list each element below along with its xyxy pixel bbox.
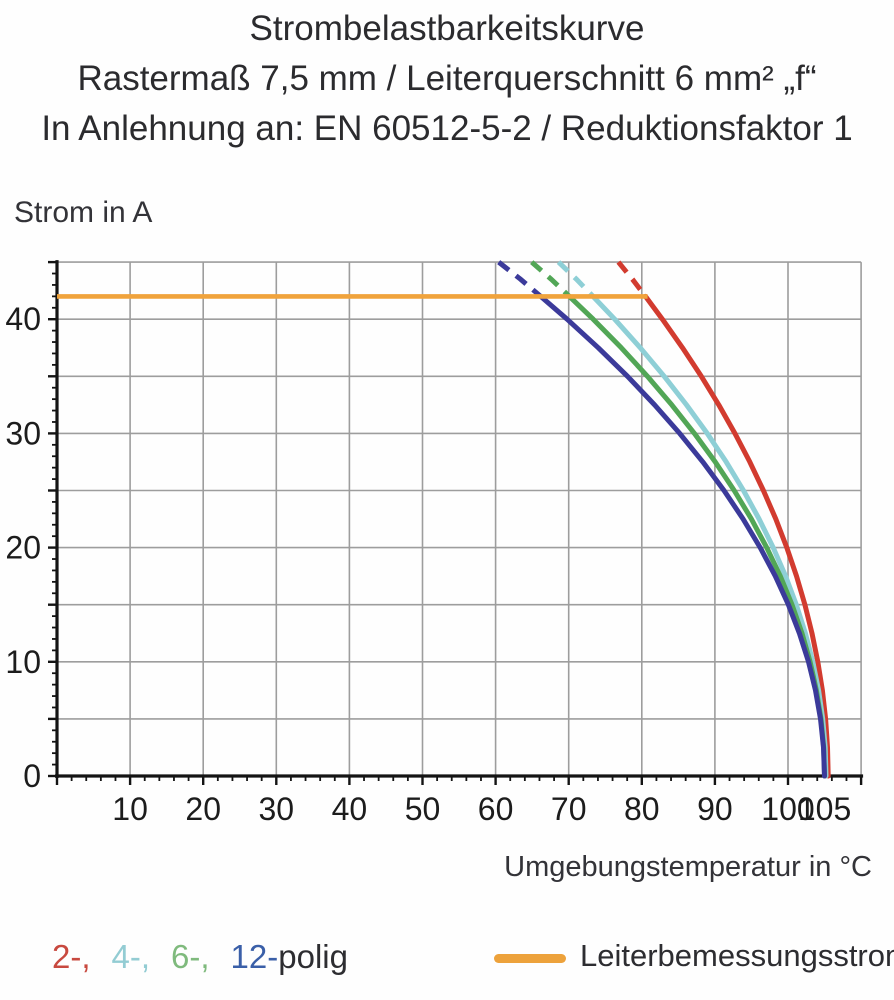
x-tick-label: 20 — [185, 791, 221, 827]
curve-4-polig — [590, 293, 829, 779]
y-axis-title: Strom in A — [14, 196, 153, 229]
y-tick-label: 0 — [23, 758, 41, 794]
x-tick-label: 105 — [798, 791, 851, 827]
legend-item-12-polig: 12- — [230, 938, 279, 975]
y-tick-label: 10 — [5, 644, 41, 680]
legend-item-6-polig: 6-, — [171, 938, 210, 975]
legend-item-4-polig: 4-, — [111, 938, 151, 975]
chart-title-line1: Strombelastbarkeitskurve — [249, 9, 645, 48]
y-tick-label: 30 — [5, 415, 41, 451]
legend-pole-counts: 2-, 4-, 6-, 12- polig — [52, 938, 348, 976]
curve-12-polig — [538, 293, 827, 779]
legend: 2-, 4-, 6-, 12- polig Leiterbemessungsst… — [0, 936, 894, 996]
x-tick-label: 40 — [332, 791, 368, 827]
curve-2-polig-dashed — [616, 260, 648, 298]
chart-title-line3: In Anlehnung an: EN 60512-5-2 / Reduktio… — [41, 109, 853, 148]
curve-12-polig-dashed — [497, 260, 543, 299]
chart-title: Strombelastbarkeitskurve Rastermaß 7,5 m… — [0, 4, 894, 154]
legend-item-2-polig: 2-, — [52, 938, 91, 975]
x-tick-label: 60 — [478, 791, 514, 827]
curve-4-polig-dashed — [556, 260, 595, 299]
curve-6-polig-dashed — [530, 260, 572, 299]
x-tick-label: 50 — [405, 791, 441, 827]
x-tick-label: 80 — [624, 791, 660, 827]
x-tick-label: 70 — [551, 791, 587, 827]
y-tick-label: 40 — [5, 301, 41, 337]
legend-polig-label: polig — [278, 938, 348, 975]
x-tick-label: 90 — [697, 791, 733, 827]
curve-2-polig — [643, 293, 831, 779]
rated-current-line-swatch — [494, 953, 566, 963]
rated-current-label: Leiterbemessungsstrom — [580, 938, 894, 973]
x-tick-label: 100 — [761, 791, 814, 827]
x-tick-label: 10 — [112, 791, 148, 827]
y-tick-label: 20 — [5, 530, 41, 566]
legend-rated-current: Leiterbemessungsstrom — [494, 938, 894, 974]
x-axis-title: Umgebungstemperatur in °C — [504, 851, 872, 883]
chart-title-line2: Rastermaß 7,5 mm / Leiterquerschnitt 6 m… — [77, 59, 817, 98]
x-tick-label: 30 — [259, 791, 295, 827]
